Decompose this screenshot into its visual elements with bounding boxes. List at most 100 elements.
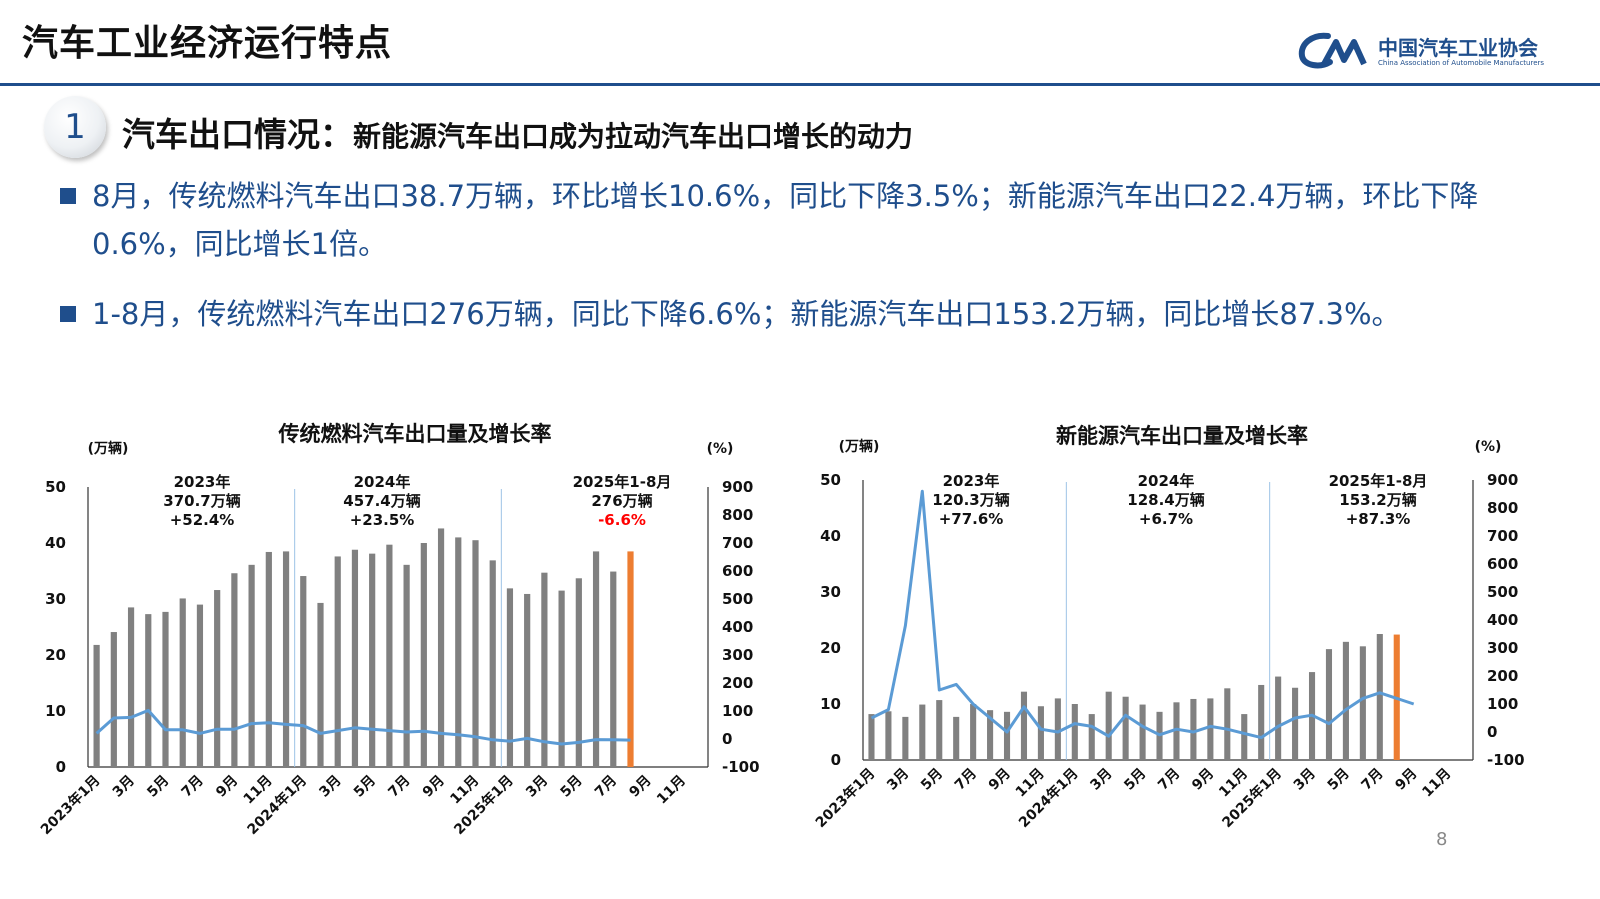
bar xyxy=(1139,704,1146,760)
y2-tick-label: 800 xyxy=(722,506,753,524)
caam-logo-icon xyxy=(1298,32,1367,69)
bar xyxy=(610,571,617,767)
x-tick-label: 2023年1月 xyxy=(812,765,878,831)
bar xyxy=(868,714,875,760)
bar xyxy=(351,549,359,767)
y2-tick-label: 0 xyxy=(1487,723,1497,741)
y2-tick-label: 200 xyxy=(1487,667,1518,685)
x-tick-label: 7月 xyxy=(1155,766,1183,794)
bar xyxy=(1190,698,1197,760)
x-tick-label: 3月 xyxy=(110,773,138,801)
x-tick-label: 5月 xyxy=(1121,766,1149,794)
bar xyxy=(162,611,169,767)
period-annotation-line: 2025年1-8月 xyxy=(1329,472,1428,490)
period-annotation-line: 2023年 xyxy=(943,472,1000,490)
x-tick-label: 11月 xyxy=(1419,766,1454,801)
y-tick-label: 40 xyxy=(820,527,841,545)
y2-axis-unit-label: (%) xyxy=(1475,439,1502,455)
period-annotation-line: 153.2万辆 xyxy=(1339,491,1416,509)
bar xyxy=(575,578,582,767)
bar xyxy=(420,543,427,767)
bar xyxy=(1241,714,1248,760)
traditional-fuel-export-chart: 传统燃料汽车出口量及增长率 (万辆) (%) 0 10 20 30 40 50 -100 0 100 2… xyxy=(28,405,800,850)
y2-tick-label: 700 xyxy=(1487,527,1518,545)
y2-tick-label: 500 xyxy=(722,590,753,608)
section-subtitle: 新能源汽车出口成为拉动汽车出口增长的动力 xyxy=(353,120,914,153)
section-title: 汽车出口情况： xyxy=(122,115,353,154)
y2-axis-unit-label: (%) xyxy=(707,441,734,457)
bar xyxy=(885,711,892,760)
y-tick-label: 0 xyxy=(56,758,66,776)
bar xyxy=(970,704,977,760)
bar xyxy=(334,556,341,767)
title-divider xyxy=(0,83,1600,86)
y2-tick-label: 500 xyxy=(1487,583,1518,601)
x-tick-label: 5月 xyxy=(1325,766,1353,794)
y2-tick-label: 800 xyxy=(1487,499,1518,517)
bar xyxy=(110,632,117,767)
period-annotation-line: 2025年1-8月 xyxy=(573,473,672,491)
period-annotation-line: +87.3% xyxy=(1346,510,1411,528)
bar xyxy=(1054,698,1061,760)
bar xyxy=(489,560,496,767)
bar xyxy=(145,614,152,767)
x-tick-label: 7月 xyxy=(1359,766,1387,794)
period-annotation-line: 2024年 xyxy=(1138,472,1195,490)
growth-rate-line xyxy=(870,489,1415,740)
bar xyxy=(987,710,994,760)
x-tick-label: 5月 xyxy=(558,773,586,801)
bullet-square-icon xyxy=(60,188,76,204)
x-tick-label: 7月 xyxy=(952,766,980,794)
bar xyxy=(936,700,943,760)
y2-tick-label: 300 xyxy=(722,646,753,664)
chart-svg: 传统燃料汽车出口量及增长率 (万辆) (%) 0 10 20 30 40 50 -100 0 100 2… xyxy=(37,422,759,838)
y-tick-label: 30 xyxy=(45,590,66,608)
bar xyxy=(953,716,960,760)
x-tick-label: 5月 xyxy=(144,773,172,801)
y2-tick-label: -100 xyxy=(1487,751,1525,769)
x-tick-label: 5月 xyxy=(918,766,946,794)
x-tick-label: 3月 xyxy=(1291,766,1319,794)
x-tick-label: 9月 xyxy=(1392,766,1420,794)
bar xyxy=(541,572,548,767)
y-tick-label: 0 xyxy=(831,751,841,769)
growth-rate-line xyxy=(95,708,631,746)
bar xyxy=(592,551,600,767)
bar xyxy=(282,551,290,767)
x-tick-label: 5月 xyxy=(351,773,379,801)
y-tick-label: 40 xyxy=(45,534,66,552)
bar xyxy=(403,564,410,767)
bar xyxy=(1071,704,1078,760)
period-annotation-line: +52.4% xyxy=(170,511,235,529)
bar xyxy=(1088,714,1095,760)
y-tick-label: 30 xyxy=(820,583,841,601)
x-tick-label: 7月 xyxy=(385,773,413,801)
bar xyxy=(386,544,393,767)
x-tick-label: 2023年1月 xyxy=(37,772,103,838)
bar xyxy=(524,593,531,767)
bar xyxy=(1105,691,1112,760)
bar xyxy=(1003,711,1011,760)
y2-tick-label: 900 xyxy=(722,478,753,496)
y-tick-label: 20 xyxy=(45,646,66,664)
x-tick-label: 7月 xyxy=(592,773,620,801)
bar xyxy=(919,704,926,760)
x-tick-label: 3月 xyxy=(523,773,551,801)
x-tick-label: 9月 xyxy=(213,773,241,801)
y-axis-unit-label: (万辆) xyxy=(88,440,129,457)
y-tick-label: 10 xyxy=(45,702,66,720)
bar xyxy=(455,537,462,767)
x-tick-label: 9月 xyxy=(1189,766,1217,794)
period-annotation-line: 2024年 xyxy=(354,473,411,491)
logo: 中国汽车工业协会 China Association of Automobile… xyxy=(1298,30,1558,70)
bar xyxy=(196,604,204,767)
period-annotation-line: 120.3万辆 xyxy=(932,491,1009,509)
period-annotation-line: -6.6% xyxy=(598,511,646,529)
y2-tick-label: 700 xyxy=(722,534,753,552)
x-tick-label: 9月 xyxy=(986,766,1014,794)
period-annotation-line: +23.5% xyxy=(350,511,415,529)
bar xyxy=(902,716,909,760)
logo-name-en: China Association of Automobile Manufact… xyxy=(1378,59,1545,67)
y2-tick-label: 600 xyxy=(1487,555,1518,573)
period-annotation-line: 370.7万辆 xyxy=(163,492,240,510)
